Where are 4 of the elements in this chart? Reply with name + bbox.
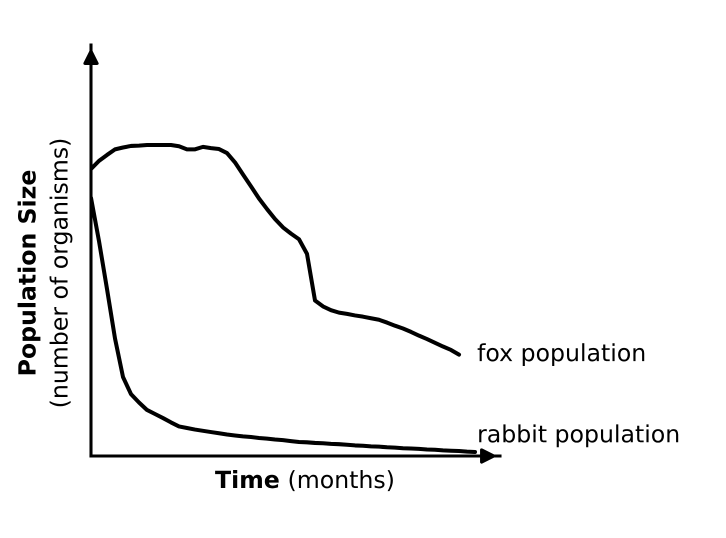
x-axis-title: Time (months): [215, 470, 393, 492]
series-label: fox population: [478, 343, 644, 366]
y-axis-title: Population Size (number of organisms): [18, 140, 72, 406]
series-label: rabbit population: [479, 424, 678, 448]
